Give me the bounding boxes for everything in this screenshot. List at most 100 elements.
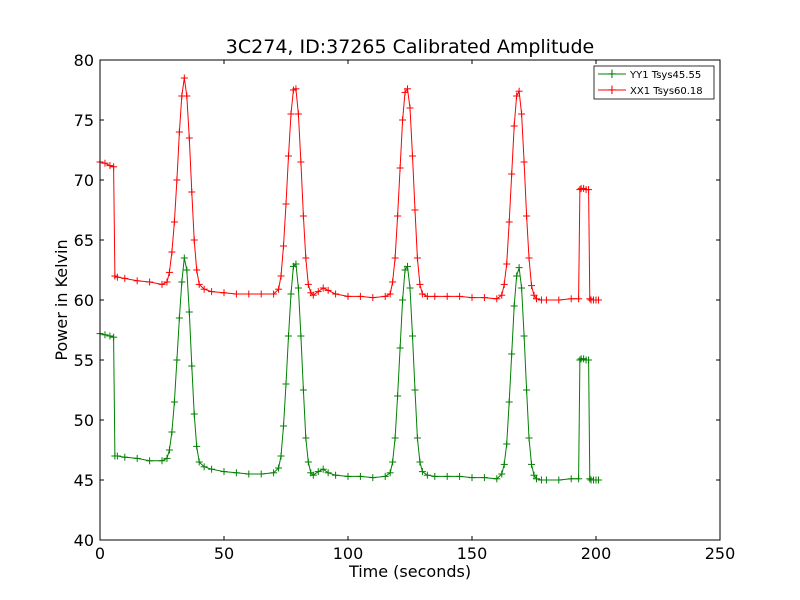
data-point [411,206,419,214]
data-point [133,454,141,462]
data-point [369,474,377,482]
data-point [324,286,332,294]
data-point [163,454,171,462]
data-point [294,284,302,292]
data-point [284,152,292,160]
data-point [386,290,394,298]
data-point [168,428,176,436]
data-point [503,440,511,448]
plot-area [96,74,602,484]
data-point [518,284,526,292]
data-point [299,212,307,220]
data-point [280,422,288,430]
data-point [332,290,340,298]
x-tick-label: 200 [581,544,612,563]
data-point [314,468,322,476]
data-point [401,88,409,96]
data-point [505,398,513,406]
data-point [530,291,538,299]
x-axis-label: Time (seconds) [348,562,471,581]
data-point [532,475,540,483]
legend: + YY1 Tsys45.55 + XX1 Tsys60.18 [593,65,715,100]
data-point [163,278,171,286]
data-point [121,453,129,461]
data-point [399,296,407,304]
data-point [208,288,216,296]
data-point [555,296,563,304]
y-tick-label: 45 [74,471,94,490]
data-point [287,290,295,298]
data-point [165,268,173,276]
data-point [520,158,528,166]
data-point [200,463,208,471]
data-point [386,469,394,477]
data-point [456,292,464,300]
data-point [515,264,523,272]
data-point [275,464,283,472]
data-point [292,85,300,93]
data-point [113,452,121,460]
plot-frame [99,59,721,541]
data-point [586,475,594,483]
x-tick-label: 250 [705,544,736,563]
data-point [195,458,203,466]
data-point [270,469,278,477]
data-point [188,362,196,370]
data-point [170,218,178,226]
data-point [133,277,141,285]
data-point [381,472,389,480]
data-point [396,164,404,172]
data-point [287,110,295,118]
data-point [532,295,540,303]
data-point [190,236,198,244]
data-point [418,290,426,298]
data-point [416,458,424,466]
data-point [158,280,166,288]
data-point [585,186,593,194]
data-point [309,291,317,299]
data-point [480,474,488,482]
data-point [257,290,265,298]
data-point [567,475,575,483]
data-point [480,294,488,302]
data-point [280,242,288,250]
data-point [302,434,310,442]
x-tick-label: 50 [214,544,234,563]
data-point [297,158,305,166]
data-point [304,458,312,466]
y-axis-label: Power in Kelvin [52,239,71,360]
data-point [542,476,550,484]
data-point [344,472,352,480]
x-tick-label: 100 [333,544,364,563]
data-point [381,292,389,300]
data-point [406,284,414,292]
data-point [389,278,397,286]
data-point [165,446,173,454]
data-point [525,434,533,442]
data-point [110,163,118,171]
data-point [530,471,538,479]
data-point [146,457,154,465]
data-point [344,292,352,300]
legend-label-yy1: YY1 Tsys45.55 [629,70,701,81]
data-point [404,262,412,270]
data-point [110,333,118,341]
data-point [302,254,310,262]
data-point [319,284,327,292]
data-point [468,474,476,482]
data-point [575,295,583,303]
data-point [180,74,188,82]
data-point [391,434,399,442]
y-tick-label: 55 [74,351,94,370]
data-point [528,282,536,290]
data-point [106,332,114,340]
data-point [523,386,531,394]
data-point [575,475,583,483]
data-point [423,471,431,479]
data-point [220,468,228,476]
data-point [411,386,419,394]
series-line-0 [99,257,599,481]
legend-box [593,65,715,100]
data-point [498,470,506,478]
data-point [173,356,181,364]
